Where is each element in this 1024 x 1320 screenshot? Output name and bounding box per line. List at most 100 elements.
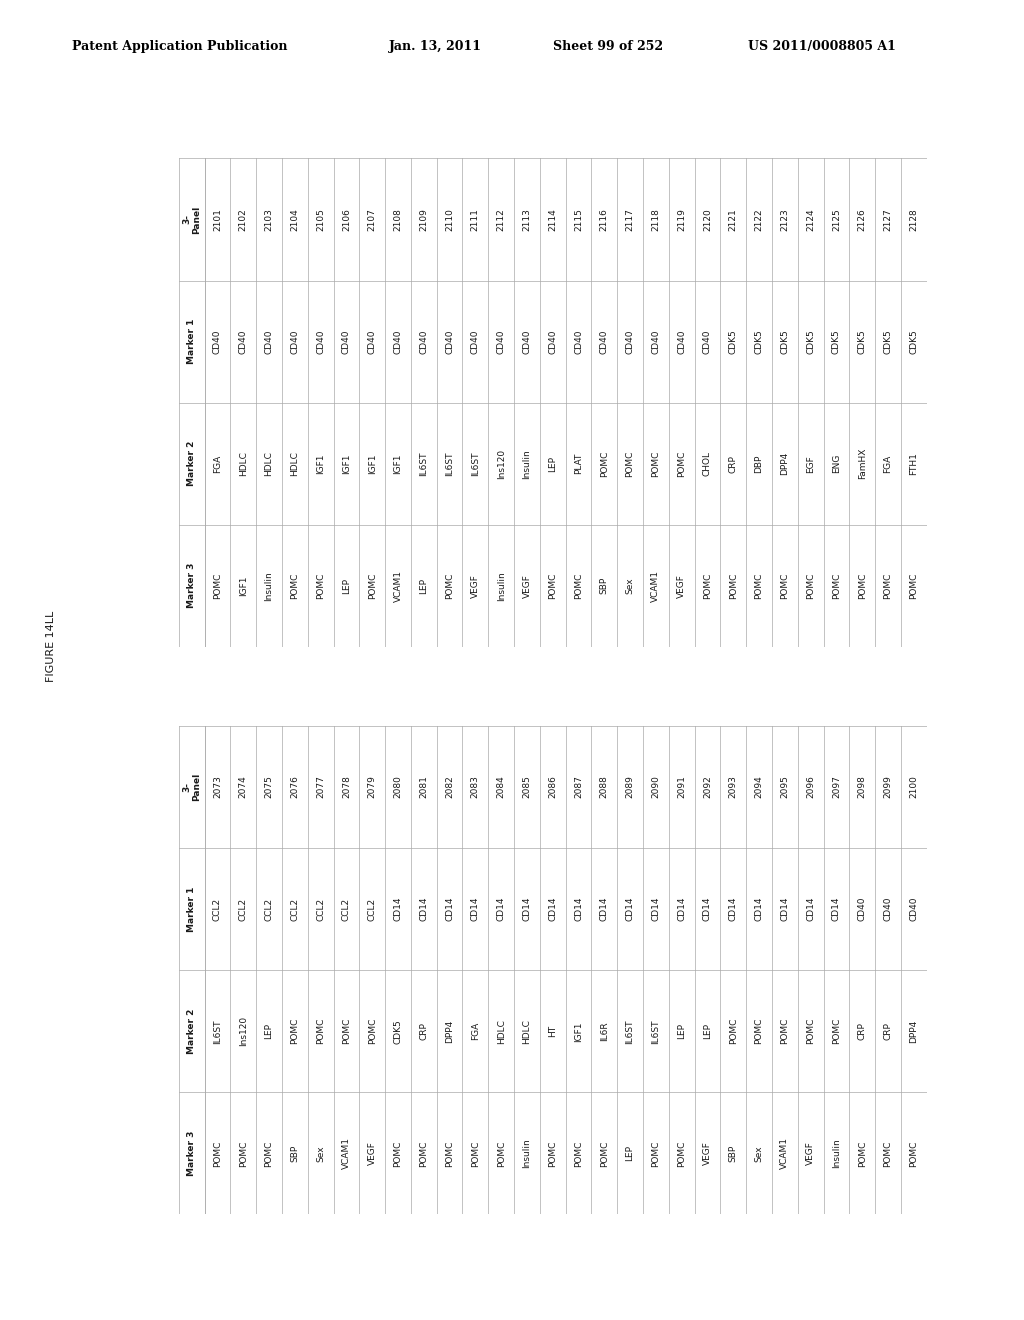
Text: 2089: 2089 xyxy=(626,776,635,799)
Text: CD14: CD14 xyxy=(806,896,815,921)
Text: POMC: POMC xyxy=(264,1140,273,1167)
Text: 2081: 2081 xyxy=(419,776,428,799)
Text: POMC: POMC xyxy=(780,573,790,599)
Text: CDK5: CDK5 xyxy=(806,329,815,354)
Text: CCL2: CCL2 xyxy=(264,898,273,921)
Text: POMC: POMC xyxy=(755,573,764,599)
Text: SBP: SBP xyxy=(291,1144,299,1162)
Text: 2077: 2077 xyxy=(316,776,325,799)
Text: IL6ST: IL6ST xyxy=(419,451,428,477)
Text: VEGF: VEGF xyxy=(522,574,531,598)
Text: IGF1: IGF1 xyxy=(368,453,377,474)
Text: CD14: CD14 xyxy=(419,896,428,921)
Text: 2112: 2112 xyxy=(497,209,506,231)
Text: CD14: CD14 xyxy=(831,896,841,921)
Text: POMC: POMC xyxy=(445,1140,454,1167)
Text: CD40: CD40 xyxy=(651,329,660,354)
Text: CD40: CD40 xyxy=(239,329,248,354)
Text: CDK5: CDK5 xyxy=(831,329,841,354)
Text: 2084: 2084 xyxy=(497,776,506,799)
Text: CD40: CD40 xyxy=(497,329,506,354)
Text: CD40: CD40 xyxy=(342,329,351,354)
Text: CCL2: CCL2 xyxy=(342,898,351,921)
Text: POMC: POMC xyxy=(884,573,893,599)
Text: 2119: 2119 xyxy=(677,209,686,231)
Text: 2087: 2087 xyxy=(574,776,583,799)
Text: 3-
Panel: 3- Panel xyxy=(182,206,202,234)
Text: 2098: 2098 xyxy=(858,776,866,799)
Text: 2109: 2109 xyxy=(419,209,428,231)
Text: POMC: POMC xyxy=(419,1140,428,1167)
Text: LEP: LEP xyxy=(264,1023,273,1039)
Text: HDLC: HDLC xyxy=(239,451,248,477)
Text: POMC: POMC xyxy=(831,1018,841,1044)
Text: 2090: 2090 xyxy=(651,776,660,799)
Text: CD40: CD40 xyxy=(393,329,402,354)
Text: VCAM1: VCAM1 xyxy=(651,570,660,602)
Text: VEGF: VEGF xyxy=(677,574,686,598)
Text: 2103: 2103 xyxy=(264,209,273,231)
Text: 2086: 2086 xyxy=(548,776,557,799)
Text: POMC: POMC xyxy=(368,573,377,599)
Text: CD40: CD40 xyxy=(858,896,866,921)
Text: 2075: 2075 xyxy=(264,776,273,799)
Text: Ins120: Ins120 xyxy=(497,449,506,479)
Text: POMC: POMC xyxy=(316,1018,325,1044)
Text: 2094: 2094 xyxy=(755,776,764,799)
Text: POMC: POMC xyxy=(651,1140,660,1167)
Text: 2102: 2102 xyxy=(239,209,248,231)
Text: FGA: FGA xyxy=(471,1022,480,1040)
Text: 2088: 2088 xyxy=(600,776,609,799)
Text: 2083: 2083 xyxy=(471,776,480,799)
Text: CD40: CD40 xyxy=(703,329,712,354)
Text: Insulin: Insulin xyxy=(497,570,506,601)
Text: POMC: POMC xyxy=(703,573,712,599)
Text: LEP: LEP xyxy=(548,455,557,471)
Text: POMC: POMC xyxy=(780,1018,790,1044)
Text: Marker 2: Marker 2 xyxy=(187,441,197,486)
Text: HT: HT xyxy=(548,1026,557,1038)
Text: CDK5: CDK5 xyxy=(755,329,764,354)
Text: 2117: 2117 xyxy=(626,209,635,231)
Text: POMC: POMC xyxy=(548,1140,557,1167)
Text: IGF1: IGF1 xyxy=(342,453,351,474)
Text: CD14: CD14 xyxy=(600,896,609,921)
Text: DBP: DBP xyxy=(755,454,764,473)
Text: 2097: 2097 xyxy=(831,776,841,799)
Text: CDK5: CDK5 xyxy=(858,329,866,354)
Text: 2116: 2116 xyxy=(600,209,609,231)
Text: CD14: CD14 xyxy=(471,896,480,921)
Text: CD40: CD40 xyxy=(213,329,222,354)
Text: IL6ST: IL6ST xyxy=(445,451,454,477)
Text: CCL2: CCL2 xyxy=(368,898,377,921)
Text: 2128: 2128 xyxy=(909,209,919,231)
Text: 2125: 2125 xyxy=(831,209,841,231)
Text: CD40: CD40 xyxy=(471,329,480,354)
Text: POMC: POMC xyxy=(393,1140,402,1167)
Text: 2093: 2093 xyxy=(729,776,737,799)
Text: CDK5: CDK5 xyxy=(909,329,919,354)
Text: 2113: 2113 xyxy=(522,209,531,231)
Text: POMC: POMC xyxy=(626,450,635,477)
Text: 2127: 2127 xyxy=(884,209,893,231)
Text: CD14: CD14 xyxy=(677,896,686,921)
Text: ENG: ENG xyxy=(831,454,841,474)
Text: IGF1: IGF1 xyxy=(574,1020,583,1041)
Text: POMC: POMC xyxy=(213,1140,222,1167)
Text: CDK5: CDK5 xyxy=(780,329,790,354)
Text: IGF1: IGF1 xyxy=(393,453,402,474)
Text: SBP: SBP xyxy=(600,577,609,594)
Text: POMC: POMC xyxy=(471,1140,480,1167)
Text: Patent Application Publication: Patent Application Publication xyxy=(72,40,287,53)
Text: LEP: LEP xyxy=(677,1023,686,1039)
Text: 2101: 2101 xyxy=(213,209,222,231)
Text: CRP: CRP xyxy=(419,1022,428,1040)
Text: CHOL: CHOL xyxy=(703,451,712,477)
Text: FGA: FGA xyxy=(213,454,222,473)
Text: IL6R: IL6R xyxy=(600,1022,609,1041)
Text: CD40: CD40 xyxy=(419,329,428,354)
Text: LEP: LEP xyxy=(626,1146,635,1162)
Text: 2080: 2080 xyxy=(393,776,402,799)
Text: CD40: CD40 xyxy=(368,329,377,354)
Text: 2096: 2096 xyxy=(806,776,815,799)
